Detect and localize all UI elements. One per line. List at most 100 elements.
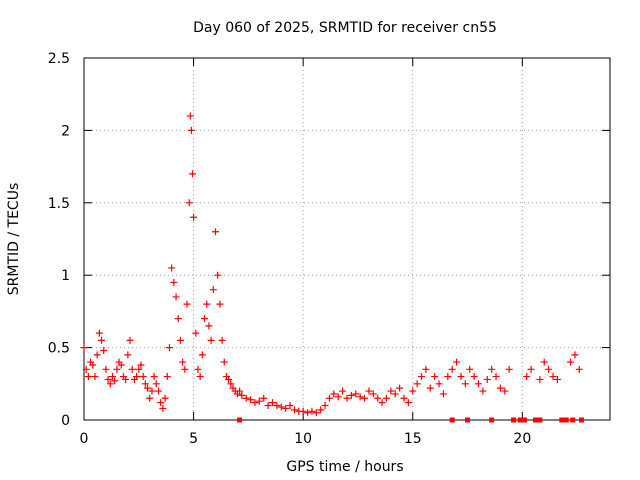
data-point	[172, 293, 180, 301]
data-point	[95, 329, 103, 337]
data-point	[185, 199, 193, 207]
data-point	[188, 170, 196, 178]
data-point	[179, 358, 187, 366]
data-point	[343, 394, 351, 402]
data-point	[396, 384, 404, 392]
data-point-square	[465, 417, 471, 423]
data-point	[536, 375, 544, 383]
data-point	[527, 365, 535, 373]
data-point-square	[532, 417, 538, 423]
data-point	[496, 384, 504, 392]
data-point	[104, 375, 112, 383]
data-point	[111, 377, 119, 385]
x-tick-label: 15	[404, 431, 422, 447]
data-point	[540, 358, 548, 366]
data-point	[475, 380, 482, 388]
data-point	[207, 336, 215, 344]
x-axis-label: GPS time / hours	[286, 459, 403, 475]
data-point-square	[579, 417, 585, 423]
data-point	[106, 380, 114, 388]
data-point	[187, 126, 195, 134]
y-tick-label: 1.5	[48, 196, 70, 212]
data-point	[218, 336, 226, 344]
data-point	[426, 384, 434, 392]
x-tick-label: 0	[80, 431, 89, 447]
data-point	[435, 380, 443, 388]
data-point	[439, 390, 447, 398]
grid	[84, 58, 610, 420]
data-point	[209, 286, 217, 294]
data-point	[339, 387, 347, 395]
data-point	[431, 373, 439, 381]
data-point	[168, 264, 176, 272]
data-point	[571, 351, 579, 359]
data-point	[157, 399, 165, 407]
data-points	[80, 112, 585, 423]
data-point	[152, 380, 160, 388]
data-point	[212, 228, 219, 236]
data-point	[273, 402, 281, 410]
data-point	[141, 380, 149, 388]
data-point	[505, 365, 513, 373]
data-point	[137, 361, 145, 369]
data-point-square	[537, 417, 543, 423]
data-point	[461, 380, 469, 388]
data-point	[575, 365, 583, 373]
data-point	[444, 373, 452, 381]
data-point	[264, 402, 272, 410]
y-tick-label: 1	[61, 268, 70, 284]
data-point	[135, 365, 143, 373]
data-point-square	[517, 417, 523, 423]
data-point	[404, 399, 412, 407]
data-point	[251, 399, 259, 407]
data-point	[321, 402, 329, 410]
data-point	[457, 373, 465, 381]
ticks: 0 0.5 1 1.5 2 2.5 0 5 10 15 20	[48, 51, 610, 447]
data-point	[192, 329, 200, 337]
data-point	[453, 358, 461, 366]
data-point	[374, 394, 382, 402]
x-tick-label: 5	[189, 431, 198, 447]
data-point	[108, 373, 116, 381]
data-point-square	[563, 417, 569, 423]
data-point	[387, 387, 395, 395]
data-point	[93, 351, 101, 359]
data-point	[422, 365, 430, 373]
data-point	[553, 375, 561, 383]
data-point	[488, 365, 496, 373]
data-point	[238, 391, 246, 399]
data-point	[369, 390, 377, 398]
data-point-square	[559, 417, 565, 423]
data-point	[174, 315, 182, 323]
data-point	[378, 399, 386, 407]
data-point	[98, 336, 106, 344]
data-point	[255, 397, 263, 405]
data-point-square	[570, 417, 576, 423]
data-point	[545, 365, 553, 373]
data-point	[286, 402, 294, 410]
data-point	[492, 373, 500, 381]
data-point	[113, 365, 121, 373]
data-point	[409, 387, 417, 395]
data-point	[196, 373, 204, 381]
data-point	[356, 393, 364, 401]
data-point	[146, 394, 154, 402]
data-point	[124, 351, 132, 359]
data-point	[304, 409, 312, 417]
data-point-square	[522, 417, 528, 423]
data-point	[312, 409, 320, 417]
data-point	[352, 390, 360, 398]
y-tick-label: 0.5	[48, 341, 70, 357]
data-point	[470, 373, 478, 381]
data-point	[139, 373, 147, 381]
data-point	[80, 344, 88, 352]
data-point	[161, 394, 169, 402]
y-axis-label: SRMTID / TECUs	[6, 183, 22, 296]
data-point	[194, 365, 202, 373]
data-point	[290, 406, 298, 414]
data-point	[183, 300, 191, 308]
data-point	[122, 375, 130, 383]
data-point	[165, 344, 173, 352]
data-point	[220, 358, 228, 366]
